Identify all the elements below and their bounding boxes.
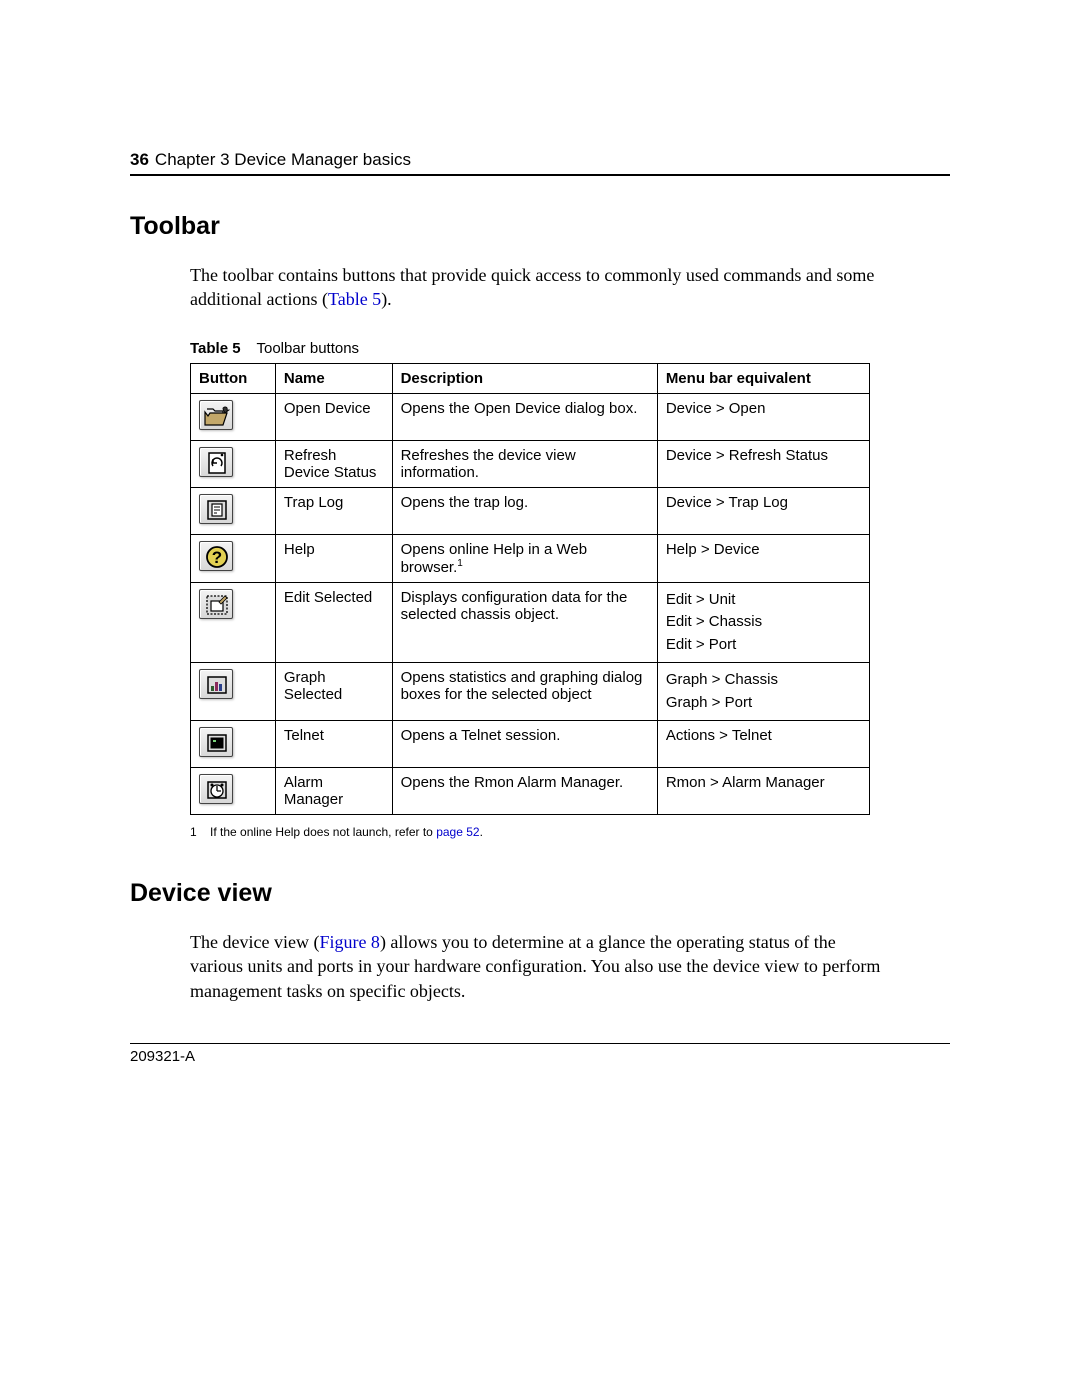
cell-name: Help	[275, 534, 392, 582]
footer-rule	[130, 1043, 950, 1044]
cell-name: Alarm Manager	[275, 768, 392, 815]
table-row: Trap Log Opens the trap log. Device > Tr…	[191, 487, 870, 534]
graph-selected-icon	[199, 669, 233, 699]
help-icon: ?	[199, 541, 233, 571]
cell-description: Opens statistics and graphing dialog box…	[392, 663, 657, 721]
table5-link[interactable]: Table 5	[328, 289, 381, 309]
table-row: Graph Selected Opens statistics and grap…	[191, 663, 870, 721]
open-device-icon	[199, 400, 233, 430]
table-row: Edit Selected Displays configuration dat…	[191, 582, 870, 663]
table5-caption-label: Table 5	[190, 340, 241, 357]
cell-name: Trap Log	[275, 487, 392, 534]
device-view-para-a: The device view (	[190, 932, 319, 952]
cell-menu: Actions > Telnet	[657, 721, 869, 768]
cell-name: Telnet	[275, 721, 392, 768]
table-row: Open Device Opens the Open Device dialog…	[191, 393, 870, 440]
table5-caption-text: Toolbar buttons	[256, 340, 359, 357]
footnote-ref: 1	[457, 558, 463, 569]
alarm-manager-icon	[199, 774, 233, 804]
cell-menu: Device > Refresh Status	[657, 440, 869, 487]
cell-name: Open Device	[275, 393, 392, 440]
cell-description: Opens a Telnet session.	[392, 721, 657, 768]
cell-description: Displays configuration data for the sele…	[392, 582, 657, 663]
chapter-title: Chapter 3 Device Manager basics	[155, 150, 411, 170]
figure8-link[interactable]: Figure 8	[319, 932, 380, 952]
table-row: Alarm Manager Opens the Rmon Alarm Manag…	[191, 768, 870, 815]
toolbar-para-text-b: ).	[381, 289, 392, 309]
trap-log-icon	[199, 494, 233, 524]
table5-footnote: 1 If the online Help does not launch, re…	[190, 825, 950, 839]
device-view-paragraph: The device view (Figure 8) allows you to…	[190, 930, 890, 1003]
doc-id: 209321-A	[130, 1048, 950, 1065]
page-header: 36 Chapter 3 Device Manager basics	[130, 150, 950, 176]
device-view-heading: Device view	[130, 879, 950, 908]
cell-description: Opens online Help in a Web browser.1	[392, 534, 657, 582]
cell-menu: Help > Device	[657, 534, 869, 582]
toolbar-para-text-a: The toolbar contains buttons that provid…	[190, 265, 874, 309]
cell-description: Refreshes the device view information.	[392, 440, 657, 487]
refresh-icon	[199, 447, 233, 477]
footnote-number: 1	[190, 825, 197, 839]
cell-name: Graph Selected	[275, 663, 392, 721]
table-row: Telnet Opens a Telnet session. Actions >…	[191, 721, 870, 768]
th-name: Name	[275, 363, 392, 393]
th-description: Description	[392, 363, 657, 393]
th-button: Button	[191, 363, 276, 393]
svg-text:?: ?	[212, 548, 222, 567]
telnet-icon	[199, 727, 233, 757]
cell-menu: Edit > Unit Edit > Chassis Edit > Port	[657, 582, 869, 663]
cell-menu: Graph > Chassis Graph > Port	[657, 663, 869, 721]
table5-caption: Table 5 Toolbar buttons	[190, 340, 950, 357]
toolbar-heading: Toolbar	[130, 212, 950, 241]
table-row: Refresh Device Status Refreshes the devi…	[191, 440, 870, 487]
footnote-text-b: .	[480, 825, 483, 839]
cell-menu: Device > Trap Log	[657, 487, 869, 534]
page-number: 36	[130, 150, 149, 170]
cell-name: Refresh Device Status	[275, 440, 392, 487]
edit-selected-icon	[199, 589, 233, 619]
cell-menu: Rmon > Alarm Manager	[657, 768, 869, 815]
toolbar-paragraph: The toolbar contains buttons that provid…	[190, 263, 890, 312]
cell-menu: Device > Open	[657, 393, 869, 440]
footnote-text-a: If the online Help does not launch, refe…	[210, 825, 436, 839]
table-row: ? Help Opens online Help in a Web browse…	[191, 534, 870, 582]
cell-description: Opens the Open Device dialog box.	[392, 393, 657, 440]
cell-name: Edit Selected	[275, 582, 392, 663]
cell-description: Opens the Rmon Alarm Manager.	[392, 768, 657, 815]
cell-description: Opens the trap log.	[392, 487, 657, 534]
page52-link[interactable]: page 52	[436, 825, 479, 839]
th-menu: Menu bar equivalent	[657, 363, 869, 393]
toolbar-buttons-table: Button Name Description Menu bar equival…	[190, 363, 870, 816]
